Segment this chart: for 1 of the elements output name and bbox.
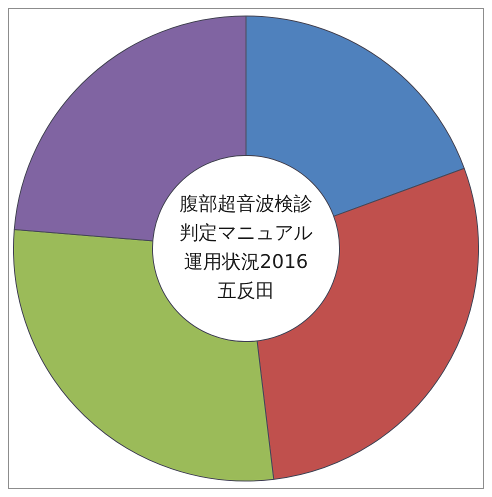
text: 腹部超音波検診判定マニュアル運用状況2016五反田 xyxy=(178,192,313,304)
